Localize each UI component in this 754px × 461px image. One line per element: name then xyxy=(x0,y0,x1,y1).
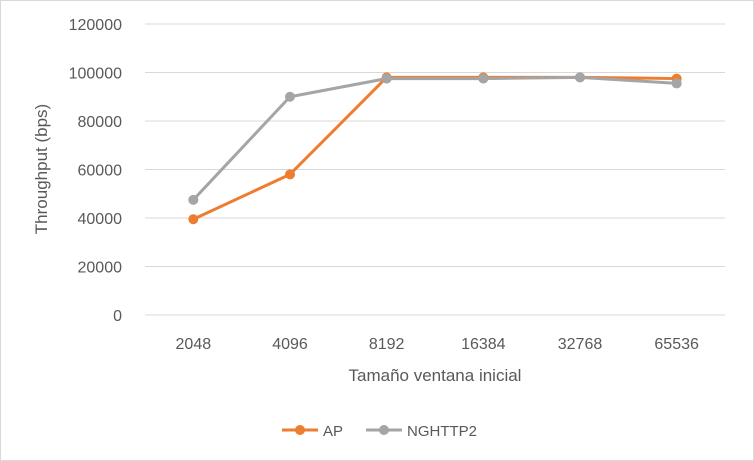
y-tick-label: 100000 xyxy=(69,66,122,83)
y-tick-label: 80000 xyxy=(78,114,123,131)
y-tick-label: 40000 xyxy=(78,211,123,228)
y-tick-label: 20000 xyxy=(78,260,123,277)
x-tick-label: 4096 xyxy=(272,336,308,353)
legend-item: AP xyxy=(282,423,343,440)
legend-label: NGHTTP2 xyxy=(407,423,477,440)
x-tick-label: 16384 xyxy=(461,336,506,353)
legend-item: NGHTTP2 xyxy=(366,423,477,440)
x-tick-labels: 2048 4096 8192 16384 32768 65536 xyxy=(176,336,699,353)
y-tick-label: 60000 xyxy=(78,163,123,180)
x-tick-label: 32768 xyxy=(558,336,603,353)
data-point xyxy=(188,214,199,225)
y-axis-title: Throughput (bps) xyxy=(32,104,51,234)
data-point xyxy=(285,91,295,102)
series-line xyxy=(191,75,679,202)
data-point xyxy=(671,78,682,89)
x-tick-label: 8192 xyxy=(369,336,405,353)
series-nghttp2 xyxy=(188,72,682,205)
x-tick-label: 2048 xyxy=(176,336,212,353)
y-tick-label: 0 xyxy=(113,308,122,325)
data-point xyxy=(478,73,489,84)
gridlines xyxy=(145,23,725,316)
legend: AP NGHTTP2 xyxy=(282,423,477,440)
y-tick-labels: 0 20000 40000 60000 80000 100000 120000 xyxy=(69,17,122,325)
data-point xyxy=(381,73,392,84)
x-axis-title: Tamaño ventana inicial xyxy=(349,366,522,385)
legend-swatch-marker xyxy=(379,425,389,435)
data-point xyxy=(285,169,295,180)
series-layer xyxy=(188,72,682,225)
data-point xyxy=(188,194,199,205)
y-tick-label: 120000 xyxy=(69,17,122,34)
legend-swatch-marker xyxy=(295,425,305,435)
x-tick-label: 65536 xyxy=(654,336,699,353)
series-ap xyxy=(188,72,682,225)
series-line xyxy=(191,75,679,221)
data-point xyxy=(575,72,585,83)
legend-label: AP xyxy=(323,423,343,440)
